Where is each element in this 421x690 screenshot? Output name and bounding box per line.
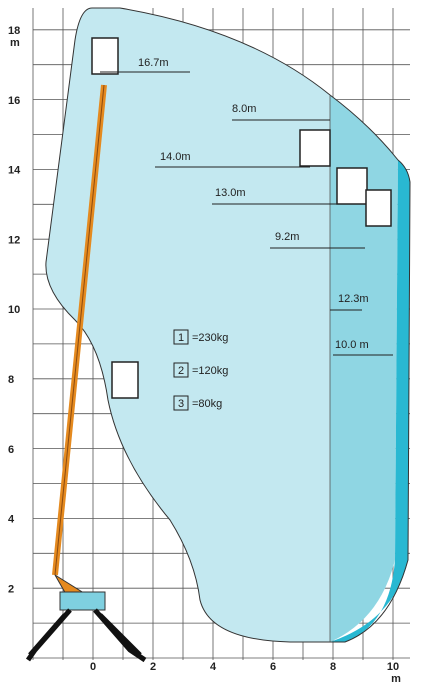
basket [299,129,331,167]
dimension-label: 10.0 m [335,339,369,351]
load-icon [173,329,189,345]
load-number: 2 [178,365,184,377]
load-number: 1 [178,332,184,344]
y-tick-label: 18 [8,25,20,37]
dimension-label: 16.7m [138,57,169,69]
y-tick-label: 12 [8,234,20,246]
load-number: 3 [178,398,184,410]
y-tick-label: 6 [8,444,14,456]
y-tick-label: 16 [8,95,20,107]
envelope-outer [330,160,410,642]
load-label: =80kg [192,398,222,410]
dimension-label: 14.0m [160,151,191,163]
x-tick-label: 8 [330,661,336,673]
y-tick-label: 14 [8,165,21,177]
envelope-middle [330,95,398,642]
outriggers [25,608,147,663]
y-tick-label: 8 [8,374,14,386]
basket [365,189,392,227]
envelope-outline [45,7,411,643]
y-unit: m [10,37,20,49]
dimension-label: 9.2m [275,231,299,243]
y-tick-label: 10 [8,304,20,316]
x-tick-label: 2 [150,661,156,673]
load-label: =120kg [192,365,228,377]
envelope-inner [45,8,331,642]
x-tick-label: 6 [270,661,276,673]
boom-edge [54,84,105,576]
dimension-label: 8.0m [232,103,256,115]
dimension-label: 12.3m [338,293,369,305]
chassis [59,591,106,611]
y-tick-label: 2 [8,583,14,595]
load-icon [173,395,189,411]
x-tick-label: 4 [210,661,217,673]
load-icon [173,362,189,378]
y-tick-label: 4 [8,514,15,526]
x-tick-label: 0 [90,661,96,673]
basket [336,167,368,205]
basket [111,361,139,399]
x-unit: m [391,673,401,685]
load-label: =230kg [192,332,228,344]
x-tick-label: 10 [387,661,399,673]
dimension-label: 13.0m [215,187,246,199]
basket [91,37,119,75]
